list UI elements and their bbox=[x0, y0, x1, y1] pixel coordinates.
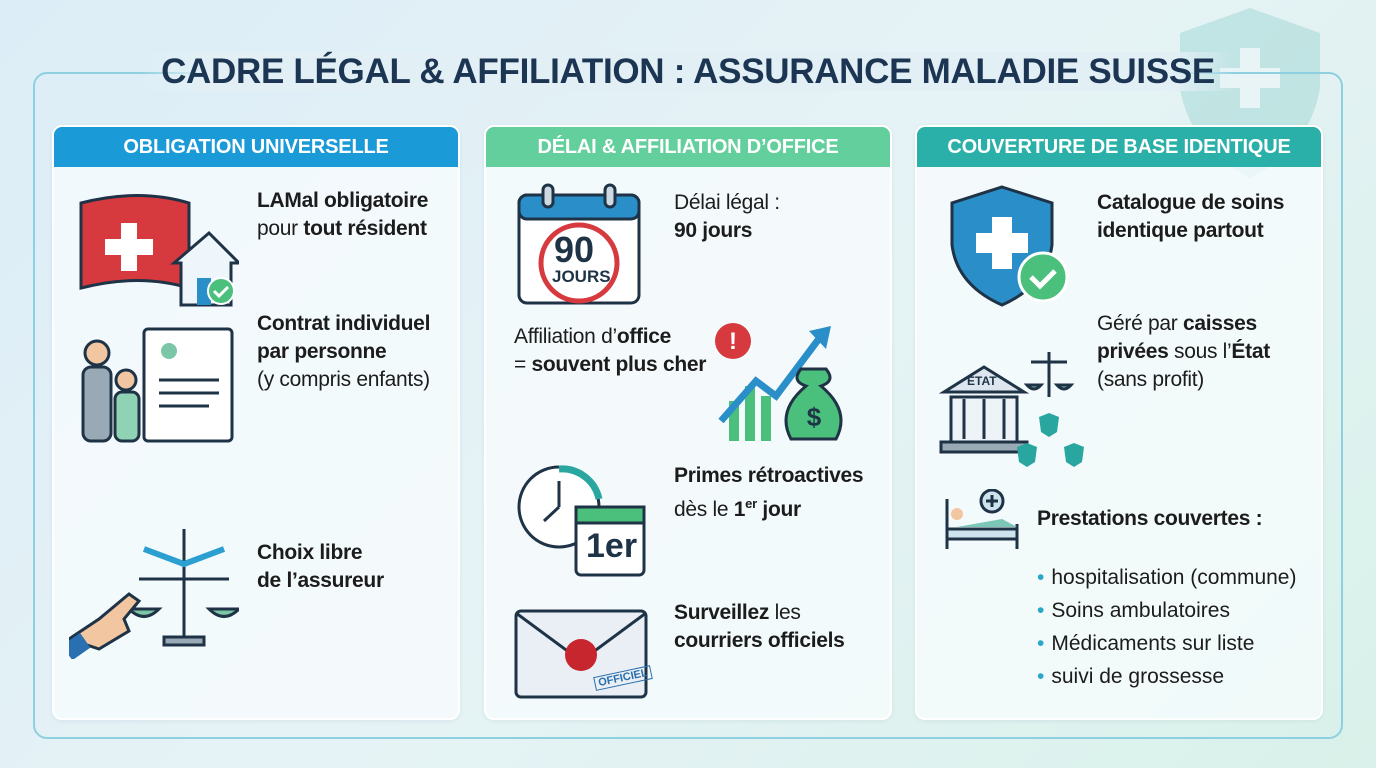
text-line: dès le 1er jour bbox=[674, 490, 863, 524]
text-segment: Géré par bbox=[1097, 312, 1184, 335]
text-line: pour tout résident bbox=[257, 215, 428, 243]
panel-obligation-universelle: OBLIGATION UNIVERSELLE LAMal obligatoire p… bbox=[52, 125, 460, 720]
text-segment: 1 bbox=[733, 498, 746, 521]
panel-header: DÉLAI & AFFILIATION D’OFFICE bbox=[486, 127, 890, 167]
calendar-number: 90 bbox=[554, 229, 595, 270]
text-segment: = bbox=[514, 353, 532, 376]
building-label: ÉTAT bbox=[967, 374, 997, 388]
text-segment: (sans profit) bbox=[1097, 368, 1204, 391]
panel-couverture-base: COUVERTURE DE BASE IDENTIQUE hospitalisa… bbox=[915, 125, 1323, 720]
text-line: par personne bbox=[257, 338, 430, 366]
item-text: Contrat individuel par personne (y compris… bbox=[257, 310, 430, 394]
text-line: Géré par caisses bbox=[1097, 310, 1270, 338]
item-text: Géré par caisses privées sous l’État (sans… bbox=[1097, 310, 1270, 394]
panel-header: COUVERTURE DE BASE IDENTIQUE bbox=[917, 127, 1321, 167]
item-text: Choix libre de l’assureur bbox=[257, 539, 384, 595]
item-text: Catalogue de soins identique partout bbox=[1097, 189, 1284, 245]
text-segment: office bbox=[616, 325, 672, 348]
text-segment: Choix libre bbox=[257, 541, 363, 564]
calendar-label: JOURS bbox=[552, 267, 611, 286]
svg-text:!: ! bbox=[729, 328, 737, 355]
text-line: (y compris enfants) bbox=[257, 366, 430, 394]
item-text: Surveillez les courriers officiels bbox=[674, 599, 845, 655]
text-segment: LAMal obligatoire bbox=[257, 189, 429, 212]
hospital-bed-icon bbox=[942, 488, 1022, 556]
text-line: Contrat individuel bbox=[257, 310, 430, 338]
text-line: Délai légal : bbox=[674, 189, 780, 217]
text-segment: privées bbox=[1097, 340, 1169, 363]
text-segment: les bbox=[769, 601, 801, 624]
clock-calendar-icon: 1er bbox=[514, 459, 654, 584]
family-contract-icon bbox=[79, 325, 239, 450]
official-envelope-icon: OFFICIEL bbox=[514, 609, 653, 706]
hand-scale-choice-icon bbox=[62, 519, 243, 664]
panel-delai-affiliation: DÉLAI & AFFILIATION D’OFFICE 90 JOURS Délai… bbox=[484, 125, 892, 720]
text-line: Catalogue de soins bbox=[1097, 189, 1284, 217]
text-segment: Délai légal : bbox=[674, 191, 780, 214]
text-segment: pour bbox=[257, 217, 304, 240]
text-segment: dès le bbox=[674, 498, 734, 521]
text-line: courriers officiels bbox=[674, 627, 845, 655]
item-text: Délai légal : 90 jours bbox=[674, 189, 780, 245]
text-segment: Prestations couvertes : bbox=[1037, 507, 1263, 530]
text-segment: caisses bbox=[1183, 312, 1257, 335]
text-line: privées sous l’État bbox=[1097, 338, 1270, 366]
text-segment: 90 jours bbox=[674, 219, 753, 242]
text-segment: par personne bbox=[257, 340, 387, 363]
svg-text:$: $ bbox=[807, 402, 822, 432]
list-item: Soins ambulatoires bbox=[1037, 594, 1296, 627]
text-segment: tout résident bbox=[303, 217, 427, 240]
swiss-flag-house-icon bbox=[79, 193, 243, 313]
text-line: Primes rétroactives bbox=[674, 462, 864, 490]
text-line: de l’assureur bbox=[257, 567, 384, 595]
text-line: identique partout bbox=[1097, 217, 1284, 245]
shield-check-icon bbox=[947, 185, 1077, 315]
page-title: CADRE LÉGAL & AFFILIATION : ASSURANCE MA… bbox=[0, 52, 1376, 92]
text-segment: Catalogue de soins bbox=[1097, 191, 1285, 214]
text-segment: État bbox=[1231, 340, 1270, 363]
text-line: Prestations couvertes : bbox=[1037, 505, 1263, 533]
rising-cost-chart-icon: ! $ bbox=[711, 321, 861, 451]
state-building-icon: ÉTAT bbox=[938, 347, 1084, 482]
list-item: Médicaments sur liste bbox=[1037, 627, 1296, 660]
text-segment: identique partout bbox=[1097, 219, 1264, 242]
item-text: Affiliation d’office = souvent plus cher bbox=[514, 323, 706, 379]
text-segment: Contrat individuel bbox=[257, 312, 431, 335]
text-segment: souvent plus cher bbox=[531, 353, 707, 376]
item-text: Primes rétroactives dès le 1er jour bbox=[674, 462, 864, 524]
text-segment: Primes rétroactives bbox=[674, 464, 864, 487]
text-segment: (y compris enfants) bbox=[257, 368, 430, 391]
text-segment: Surveillez bbox=[674, 601, 770, 624]
list-item: suivi de grossesse bbox=[1037, 660, 1296, 693]
text-line: 90 jours bbox=[674, 217, 780, 245]
text-line: (sans profit) bbox=[1097, 366, 1270, 394]
calendar-90-days-icon: 90 JOURS bbox=[516, 183, 646, 313]
text-segment: sous l’ bbox=[1168, 340, 1232, 363]
text-line: Affiliation d’office bbox=[514, 323, 706, 351]
list-item: hospitalisation (commune) bbox=[1037, 561, 1296, 594]
text-line: LAMal obligatoire bbox=[257, 187, 428, 215]
text-segment: courriers officiels bbox=[674, 629, 845, 652]
panel-header: OBLIGATION UNIVERSELLE bbox=[54, 127, 458, 167]
item-text: Prestations couvertes : bbox=[1037, 505, 1263, 533]
text-line: = souvent plus cher bbox=[514, 351, 706, 379]
text-line: Surveillez les bbox=[674, 599, 845, 627]
calendar-label: 1er bbox=[586, 527, 638, 565]
text-segment: er bbox=[745, 496, 757, 511]
text-segment: jour bbox=[756, 498, 801, 521]
item-text: LAMal obligatoire pour tout résident bbox=[257, 187, 428, 243]
text-segment: de l’assureur bbox=[257, 569, 384, 592]
text-line: Choix libre bbox=[257, 539, 384, 567]
text-segment: Affiliation d’ bbox=[514, 325, 617, 348]
benefits-list: hospitalisation (commune) Soins ambulato… bbox=[1037, 561, 1296, 693]
